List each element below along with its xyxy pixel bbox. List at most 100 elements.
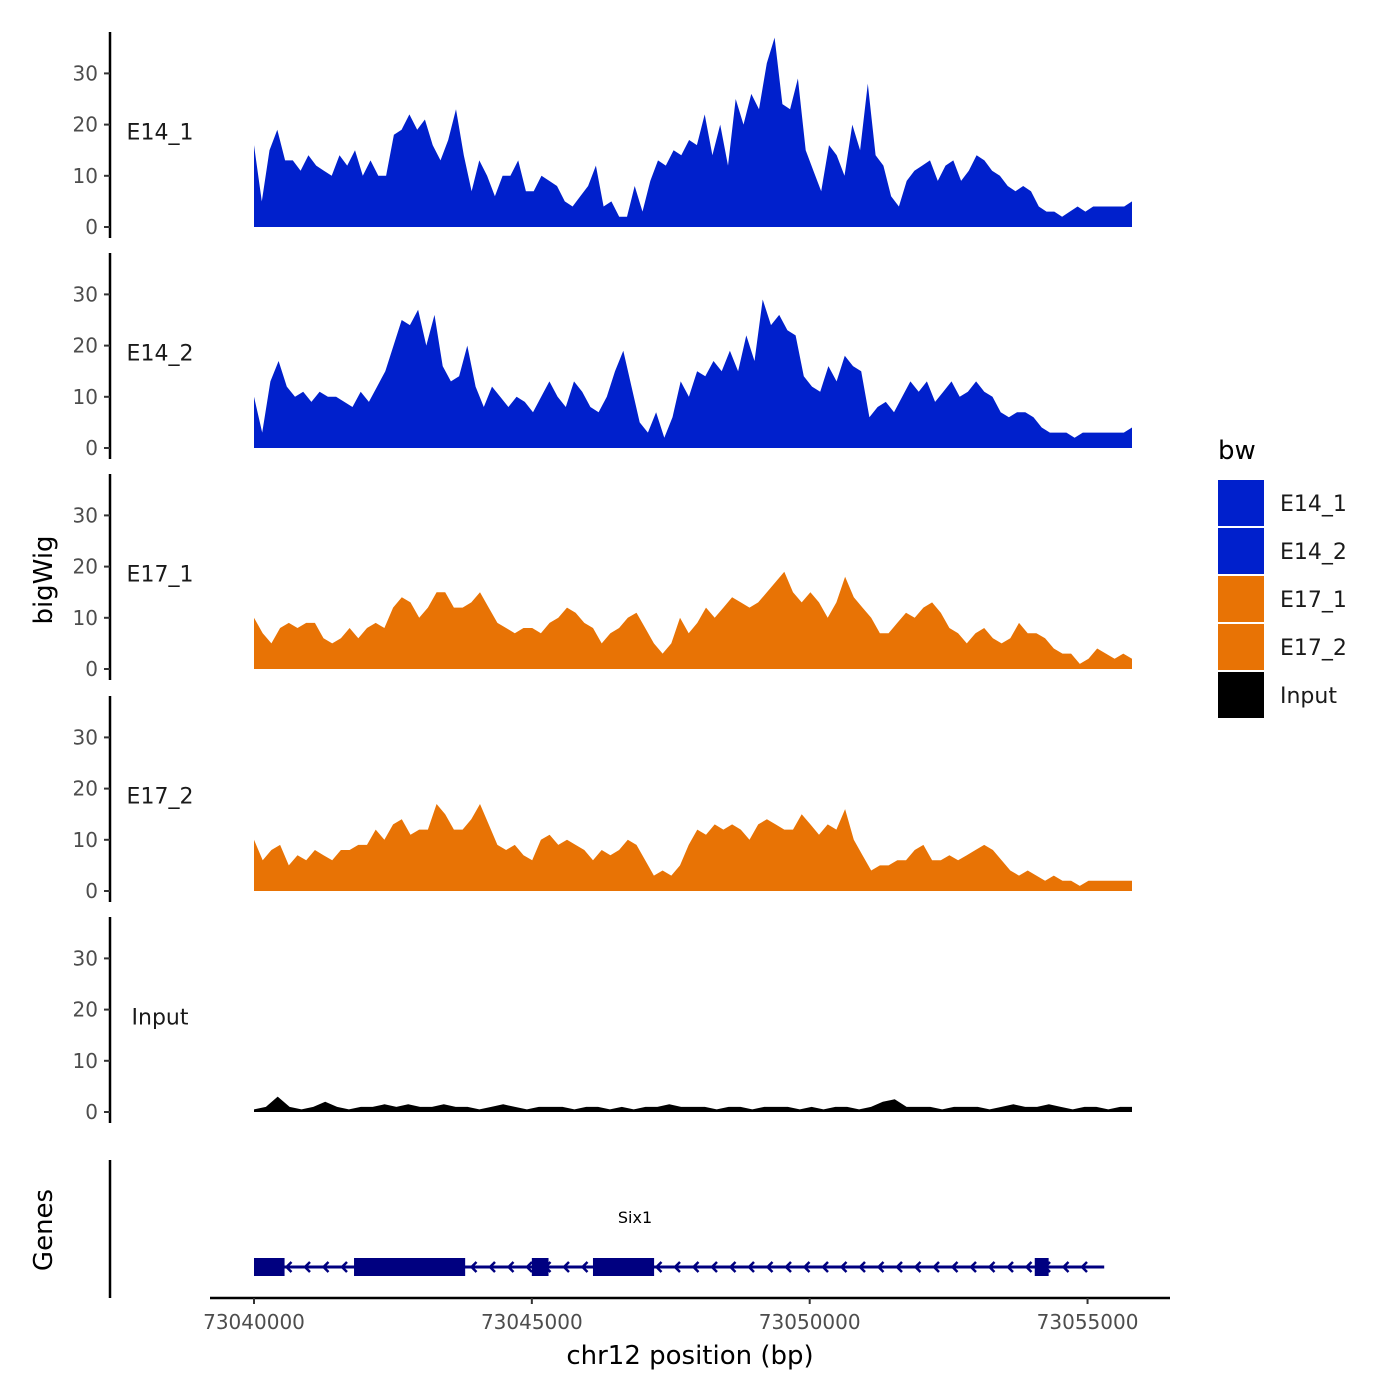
strand-arrow (1024, 1261, 1033, 1273)
y-tick-label: 30 (73, 725, 98, 749)
legend-swatch (1218, 624, 1264, 670)
gene-exon (254, 1258, 285, 1276)
tracks-layer: 0 10 20 30 E14_1 0 10 20 30 E14_2 0 10 20 30 E17_1 0 10 2… (73, 32, 1132, 1124)
strand-arrow (932, 1261, 940, 1273)
area-E17_2 (254, 804, 1132, 891)
y-tick-label: 10 (73, 828, 98, 852)
strand-arrow (821, 1261, 829, 1273)
y-tick-label: 0 (85, 657, 98, 681)
legend-swatch (1218, 480, 1264, 526)
strand-arrow (765, 1261, 774, 1273)
strand-arrow (525, 1261, 533, 1273)
strand-arrow (876, 1261, 885, 1273)
y-axis-title: bigWig (29, 535, 59, 624)
legend-item-Input: Input (1218, 672, 1337, 718)
strand-arrow (691, 1261, 700, 1273)
strand-arrow (1061, 1261, 1070, 1273)
legend-swatch (1218, 672, 1264, 718)
y-tick-label: 0 (85, 215, 98, 239)
legend-label: E17_2 (1280, 636, 1347, 661)
y-tick-label: 10 (73, 164, 98, 188)
y-tick-label: 30 (73, 946, 98, 970)
strand-arrow (580, 1261, 589, 1273)
strand-arrow (969, 1261, 977, 1273)
track-E17_1: 0 10 20 30 E17_1 (73, 474, 1132, 681)
y-tick-label: 20 (73, 555, 98, 579)
track-label: E14_1 (127, 121, 194, 146)
strand-arrow (710, 1261, 718, 1273)
gene-exon (1034, 1258, 1049, 1276)
strand-arrow (303, 1261, 311, 1273)
strand-arrow (895, 1261, 903, 1273)
legend-label: E17_1 (1280, 588, 1347, 613)
strand-arrow (562, 1261, 570, 1273)
y-tick-label: 20 (73, 777, 98, 801)
strand-arrow (858, 1261, 866, 1273)
area-E14_1 (254, 37, 1132, 227)
track-label: E14_2 (127, 342, 194, 367)
x-tick-label: 73055000 (1037, 1310, 1139, 1334)
gene-Six1: Six1 (254, 1208, 1105, 1276)
strand-arrow (506, 1261, 515, 1273)
strand-arrow (321, 1261, 330, 1273)
y-tick-label: 0 (85, 1100, 98, 1124)
track-label: E17_2 (127, 785, 194, 810)
track-E14_1: 0 10 20 30 E14_1 (73, 32, 1132, 239)
gene-exon (592, 1258, 655, 1276)
area-Input (254, 1096, 1132, 1112)
legend-item-E17_2: E17_2 (1218, 624, 1347, 670)
legend-item-E14_2: E14_2 (1218, 528, 1347, 574)
legend-item-E14_1: E14_1 (1218, 480, 1347, 526)
legend-swatch (1218, 576, 1264, 622)
genes-panel: Six1 (108, 1160, 1105, 1298)
strand-arrow (469, 1261, 478, 1273)
strand-arrow (802, 1261, 811, 1273)
gene-exon (354, 1258, 466, 1276)
y-tick-label: 20 (73, 113, 98, 137)
legend-label: Input (1280, 684, 1337, 709)
legend-label: E14_1 (1280, 492, 1347, 517)
legend-swatch (1218, 528, 1264, 574)
y-tick-label: 10 (73, 606, 98, 630)
strand-arrow (839, 1261, 848, 1273)
x-tick-label: 73050000 (759, 1310, 861, 1334)
y-tick-label: 30 (73, 282, 98, 306)
strand-arrow (673, 1261, 681, 1273)
genes-axis-title: Genes (29, 1189, 59, 1271)
strand-arrow (488, 1261, 496, 1273)
y-tick-label: 20 (73, 998, 98, 1022)
track-label: Input (132, 1006, 189, 1031)
y-tick-label: 30 (73, 503, 98, 527)
x-axis-title: chr12 position (bp) (566, 1341, 813, 1371)
y-tick-label: 30 (73, 61, 98, 85)
area-E17_1 (254, 571, 1132, 669)
y-tick-label: 0 (85, 879, 98, 903)
x-axis: 73040000 73045000 73050000 73055000 (203, 1296, 1170, 1334)
strand-arrow (728, 1261, 737, 1273)
y-tick-label: 20 (73, 334, 98, 358)
y-tick-label: 10 (73, 385, 98, 409)
x-tick-label: 73045000 (481, 1310, 583, 1334)
strand-arrow (950, 1261, 959, 1273)
strand-arrow (1080, 1261, 1088, 1273)
legend: E14_1 E14_2 E17_1 E17_2 Input (1218, 480, 1347, 718)
strand-arrow (747, 1261, 755, 1273)
gene-name-label: Six1 (618, 1208, 652, 1227)
area-E14_2 (254, 299, 1132, 448)
track-E14_2: 0 10 20 30 E14_2 (73, 253, 1132, 460)
y-tick-label: 10 (73, 1049, 98, 1073)
strand-arrow (987, 1261, 996, 1273)
legend-label: E14_2 (1280, 540, 1347, 565)
y-tick-label: 0 (85, 436, 98, 460)
strand-arrow (784, 1261, 792, 1273)
legend-title: bw (1218, 436, 1256, 466)
legend-item-E17_1: E17_1 (1218, 576, 1347, 622)
strand-arrow (340, 1261, 348, 1273)
track-Input: 0 10 20 30 Input (73, 917, 1132, 1124)
track-label: E17_1 (127, 563, 194, 588)
gene-exon (531, 1258, 549, 1276)
strand-arrow (1006, 1261, 1014, 1273)
x-tick-label: 73040000 (203, 1310, 305, 1334)
track-E17_2: 0 10 20 30 E17_2 (73, 696, 1132, 903)
